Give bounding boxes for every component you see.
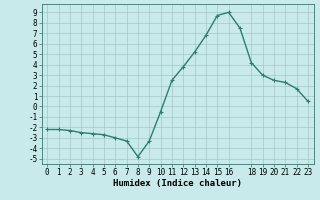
X-axis label: Humidex (Indice chaleur): Humidex (Indice chaleur): [113, 179, 242, 188]
